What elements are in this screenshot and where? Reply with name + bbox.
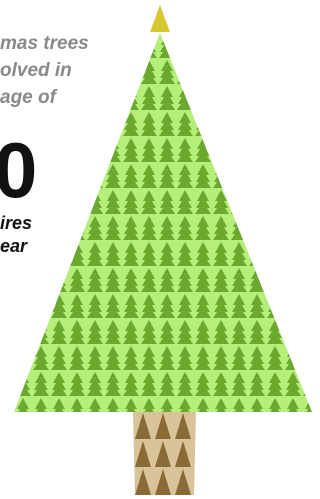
trunk bbox=[133, 412, 196, 495]
big-number: 0 bbox=[0, 126, 37, 214]
tree-top bbox=[150, 5, 170, 32]
infographic: mas trees olved in age of 0 ires ear bbox=[0, 0, 318, 499]
page: mas trees olved in age of 0 ires ear (()… bbox=[0, 0, 318, 499]
caption-line: ires bbox=[0, 213, 32, 233]
tree bbox=[14, 33, 312, 412]
caption-line: age of bbox=[0, 87, 58, 108]
caption-line: ear bbox=[0, 236, 28, 256]
caption-line: mas trees bbox=[0, 33, 89, 54]
caption-line: olved in bbox=[0, 60, 72, 81]
